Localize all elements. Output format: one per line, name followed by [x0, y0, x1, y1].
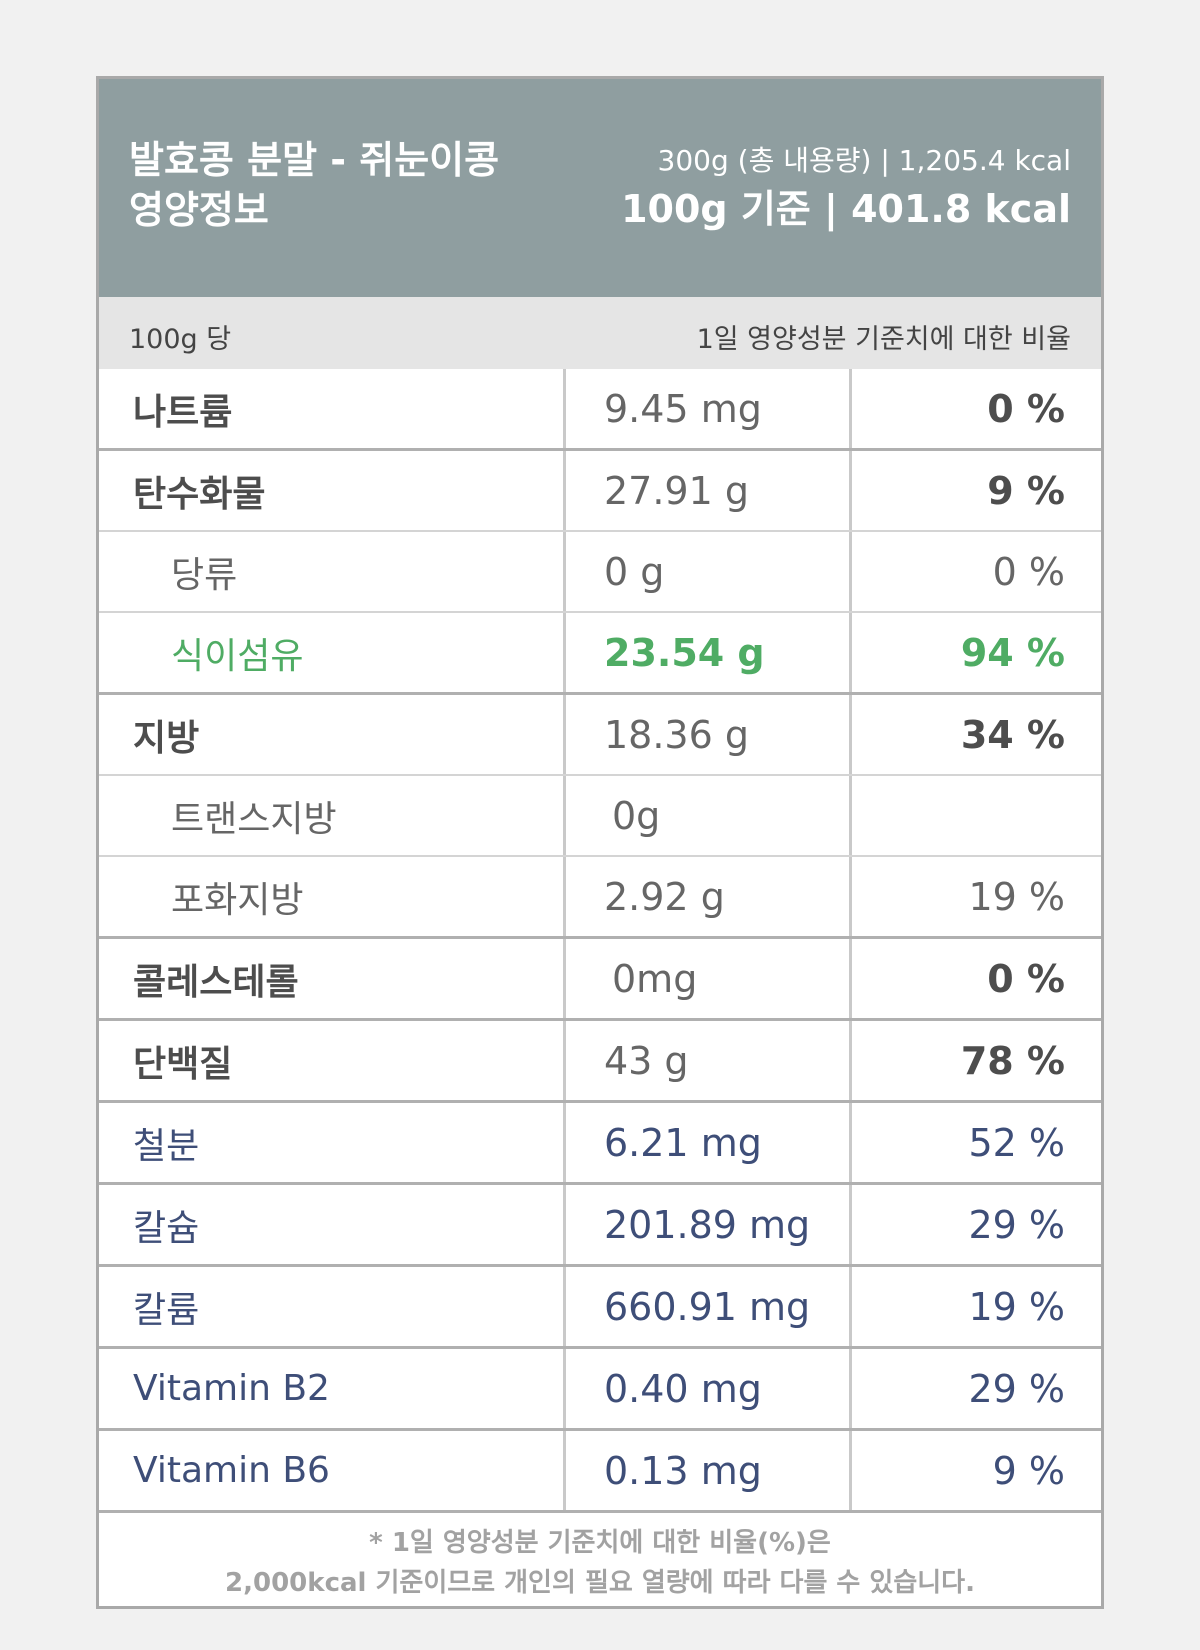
table-subheader: 100g 당 1일 영양성분 기준치에 대한 비율 — [99, 297, 1101, 369]
nutrient-name: 나트륨 — [133, 391, 233, 433]
nutrient-percent: 94 % — [849, 613, 1101, 692]
table-row: 철분 6.21 mg 52 % — [99, 1100, 1101, 1182]
nutrient-percent — [849, 776, 1101, 855]
nutrient-name: 식이섬유 — [171, 635, 304, 677]
nutrient-amount: 0 g — [563, 532, 849, 611]
table-row: 나트륨 9.45 mg 0 % — [99, 369, 1101, 448]
nutrient-amount: 0g — [563, 776, 849, 855]
table-row: Vitamin B6 0.13 mg 9 % — [99, 1428, 1101, 1510]
nutrient-percent: 19 % — [849, 857, 1101, 936]
nutrient-name: 단백질 — [133, 1043, 233, 1085]
label-header: 발효콩 분말 - 쥐눈이콩 영양정보 300g (총 내용량) | 1,205.… — [99, 79, 1101, 297]
nutrient-name: 포화지방 — [171, 879, 304, 921]
footnote-line-2: 2,000kcal 기준이므로 개인의 필요 열량에 따라 다를 수 있습니다. — [225, 1568, 975, 1598]
nutrient-percent: 0 % — [849, 369, 1101, 448]
nutrient-percent: 0 % — [849, 532, 1101, 611]
nutrient-amount: 2.92 g — [563, 857, 849, 936]
nutrient-amount: 0.13 mg — [563, 1431, 849, 1510]
nutrient-amount: 201.89 mg — [563, 1185, 849, 1264]
table-row: 식이섬유 23.54 g 94 % — [99, 611, 1101, 692]
nutrient-amount: 9.45 mg — [563, 369, 849, 448]
table-row: Vitamin B2 0.40 mg 29 % — [99, 1346, 1101, 1428]
nutrient-percent: 0 % — [849, 939, 1101, 1018]
nutrient-name: Vitamin B2 — [133, 1368, 330, 1409]
product-title: 발효콩 분말 - 쥐눈이콩 영양정보 — [129, 135, 499, 235]
nutrition-facts-label: 발효콩 분말 - 쥐눈이콩 영양정보 300g (총 내용량) | 1,205.… — [96, 76, 1104, 1609]
nutrient-name: 칼슘 — [133, 1207, 200, 1249]
daily-value-label: 1일 영양성분 기준치에 대한 비율 — [696, 324, 1071, 355]
footnote-line-1: * 1일 영양성분 기준치에 대한 비율(%)은 — [369, 1528, 831, 1558]
nutrient-percent: 29 % — [849, 1349, 1101, 1428]
table-row: 칼슘 201.89 mg 29 % — [99, 1182, 1101, 1264]
nutrient-percent: 9 % — [849, 451, 1101, 530]
footnote: * 1일 영양성분 기준치에 대한 비율(%)은 2,000kcal 기준이므로… — [99, 1510, 1101, 1606]
nutrient-amount: 660.91 mg — [563, 1267, 849, 1346]
table-row: 단백질 43 g 78 % — [99, 1018, 1101, 1100]
nutrient-percent: 78 % — [849, 1021, 1101, 1100]
nutrient-table: 나트륨 9.45 mg 0 % 탄수화물 27.91 g 9 % 당류 0 g … — [99, 369, 1101, 1510]
nutrient-percent: 9 % — [849, 1431, 1101, 1510]
nutrient-amount: 18.36 g — [563, 695, 849, 774]
nutrient-amount: 0.40 mg — [563, 1349, 849, 1428]
table-row: 탄수화물 27.91 g 9 % — [99, 448, 1101, 530]
nutrient-name: 탄수화물 — [133, 473, 266, 515]
nutrient-name: Vitamin B6 — [133, 1450, 330, 1491]
nutrient-name: 칼륨 — [133, 1289, 200, 1331]
total-content-calories: 300g (총 내용량) | 1,205.4 kcal — [657, 144, 1071, 177]
nutrient-percent: 29 % — [849, 1185, 1101, 1264]
nutrient-amount: 43 g — [563, 1021, 849, 1100]
serving-info: 300g (총 내용량) | 1,205.4 kcal 100g 기준 | 40… — [621, 141, 1071, 237]
nutrient-name: 지방 — [133, 717, 200, 759]
table-row: 지방 18.36 g 34 % — [99, 692, 1101, 774]
nutrient-name: 철분 — [133, 1125, 200, 1167]
nutrient-amount: 27.91 g — [563, 451, 849, 530]
table-row: 트랜스지방 0g — [99, 774, 1101, 855]
nutrient-amount: 6.21 mg — [563, 1103, 849, 1182]
per-100g-calories: 100g 기준 | 401.8 kcal — [621, 187, 1071, 231]
table-row: 콜레스테롤 0mg 0 % — [99, 936, 1101, 1018]
nutrient-name: 트랜스지방 — [171, 798, 337, 840]
nutrient-percent: 34 % — [849, 695, 1101, 774]
table-row: 포화지방 2.92 g 19 % — [99, 855, 1101, 936]
nutrient-amount: 23.54 g — [563, 613, 849, 692]
table-row: 칼륨 660.91 mg 19 % — [99, 1264, 1101, 1346]
nutrient-amount: 0mg — [563, 939, 849, 1018]
nutrition-info-heading: 영양정보 — [129, 188, 269, 232]
nutrient-name: 당류 — [171, 554, 238, 596]
product-name: 발효콩 분말 - 쥐눈이콩 — [129, 138, 500, 182]
nutrient-percent: 19 % — [849, 1267, 1101, 1346]
nutrient-percent: 52 % — [849, 1103, 1101, 1182]
per-unit-label: 100g 당 — [129, 324, 232, 355]
nutrient-name: 콜레스테롤 — [133, 961, 299, 1003]
table-row: 당류 0 g 0 % — [99, 530, 1101, 611]
